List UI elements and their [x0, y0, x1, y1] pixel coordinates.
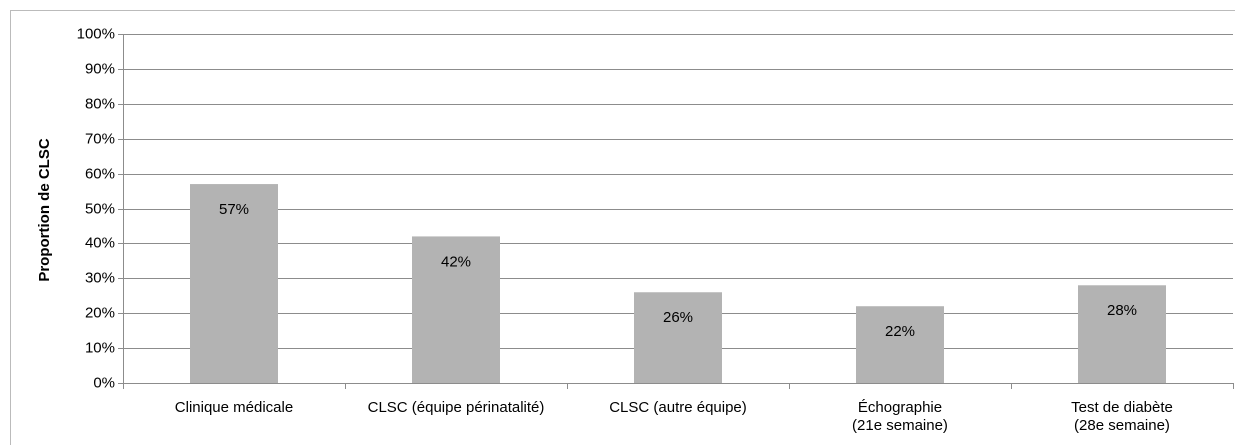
x-tick-label: Test de diabète (28e semaine)	[1071, 399, 1173, 434]
bar	[412, 236, 500, 383]
y-axis-title: Proportion de CLSC	[36, 138, 53, 281]
data-label: 28%	[1107, 302, 1137, 319]
y-tick-label: 20%	[85, 304, 115, 321]
x-tick-label: Échographie (21e semaine)	[852, 399, 948, 434]
y-tick-label: 80%	[85, 95, 115, 112]
data-label: 42%	[441, 253, 471, 270]
bar	[856, 306, 944, 383]
y-tick-label: 100%	[77, 25, 115, 42]
y-tick-label: 70%	[85, 130, 115, 147]
data-label: 26%	[663, 309, 693, 326]
y-tick-label: 50%	[85, 200, 115, 217]
y-tick-label: 40%	[85, 234, 115, 251]
data-label: 57%	[219, 201, 249, 218]
x-tick-label: CLSC (autre équipe)	[609, 399, 747, 416]
y-tick-label: 60%	[85, 165, 115, 182]
y-tick-label: 10%	[85, 339, 115, 356]
data-label: 22%	[885, 323, 915, 340]
y-tick-label: 0%	[93, 374, 115, 391]
x-tick-label: Clinique médicale	[174, 399, 294, 416]
chart-border	[10, 10, 1235, 445]
bar	[1078, 285, 1166, 383]
y-tick-label: 30%	[85, 269, 115, 286]
y-tick-label: 90%	[85, 60, 115, 77]
bar	[190, 184, 278, 383]
x-tick-label: CLSC (équipe périnatalité)	[367, 399, 545, 416]
bar	[634, 292, 722, 383]
